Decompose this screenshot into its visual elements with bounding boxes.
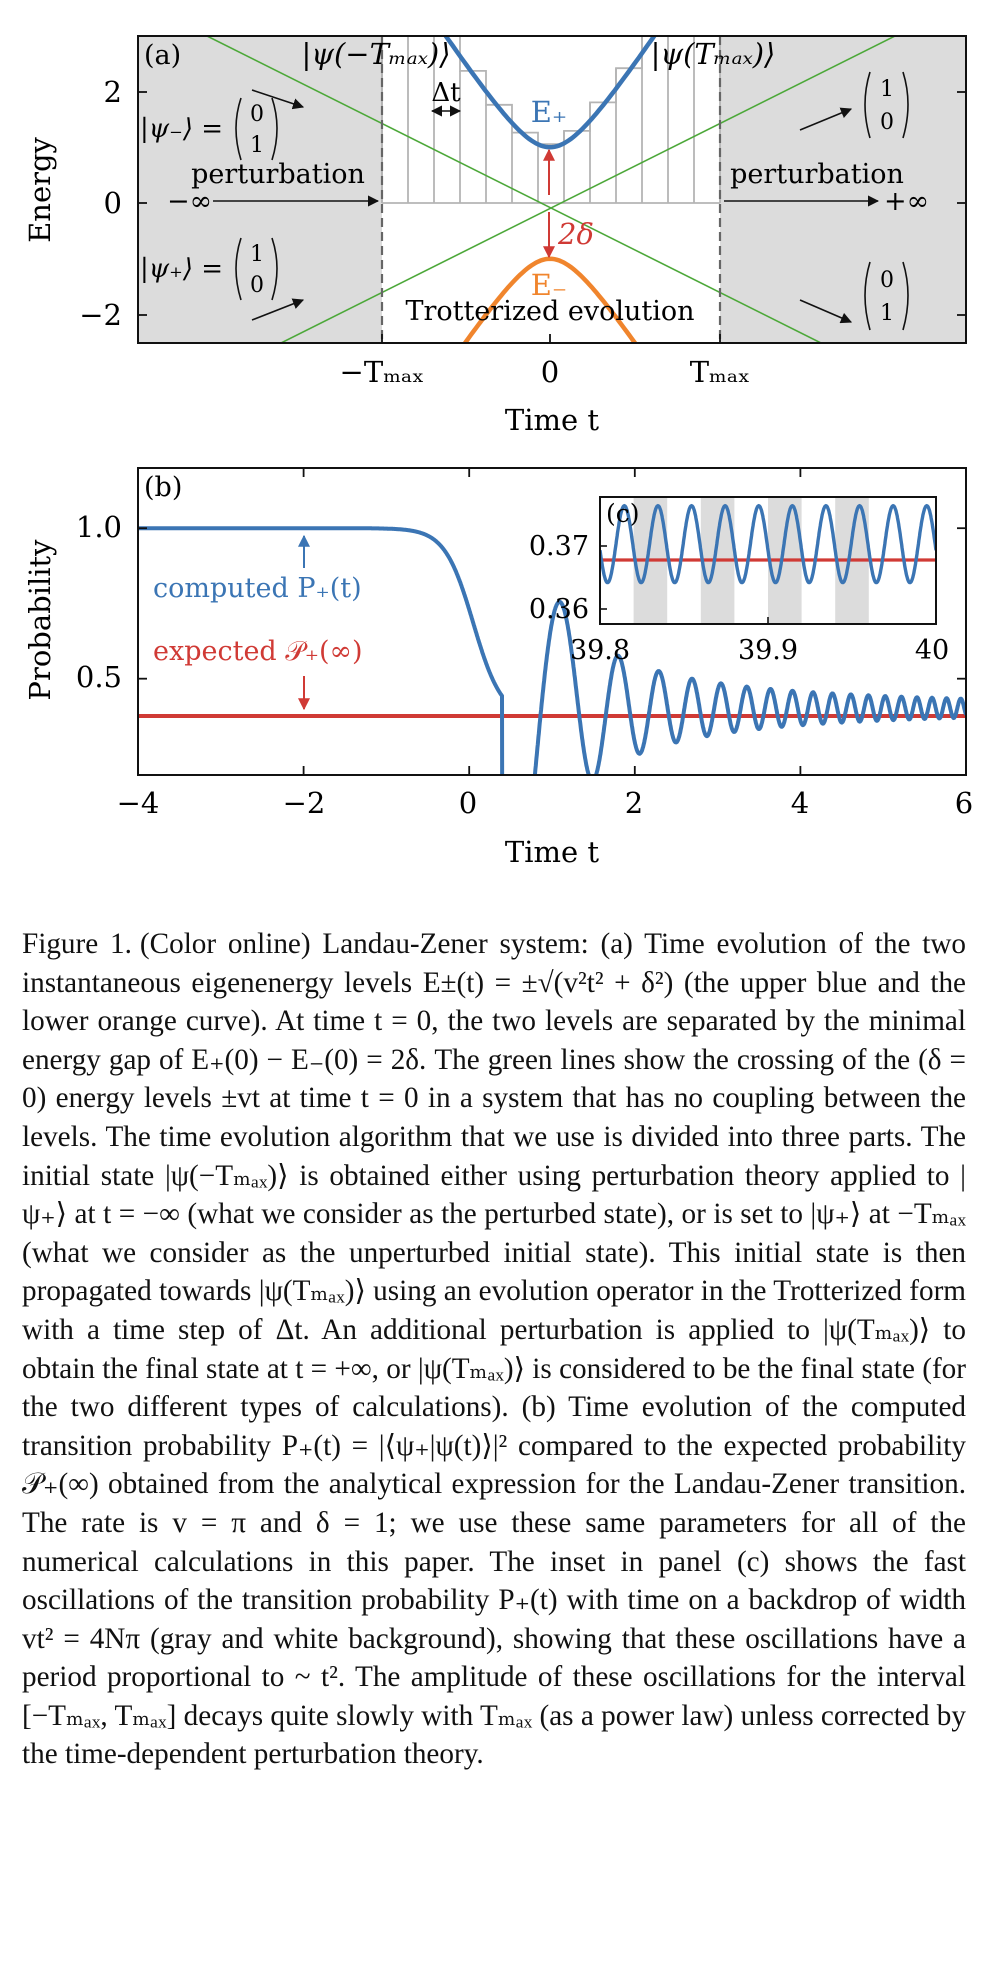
panel-a-frame xyxy=(137,35,967,344)
perturbation-right-label: perturbation xyxy=(730,159,904,190)
panel-c-label: (c) xyxy=(606,499,640,528)
dt-label: Δt xyxy=(431,78,461,108)
inset-computed-curve xyxy=(600,503,936,585)
svg-text:0: 0 xyxy=(880,268,894,293)
figure-caption: Figure 1. (Color online) Landau-Zener sys… xyxy=(22,925,966,1774)
a-xtick-0: 0 xyxy=(541,355,559,389)
crossing-line-up xyxy=(279,36,897,343)
psi-minus-arrow xyxy=(251,89,305,110)
panel-b: 1.0 0.5 −4 −2 0 2 4 6 Time t Probability… xyxy=(23,467,973,869)
svg-text:0: 0 xyxy=(250,273,264,298)
c-xtick-39.8: 39.8 xyxy=(570,635,630,666)
figure-1: 2 0 −2 −Tₘₐₓ 0 Tₘₐₓ Time t Energy (a) |ψ… xyxy=(23,35,973,869)
b-xtick-neg4: −4 xyxy=(117,786,160,820)
state-minus-Tmax-label: |ψ(−Tₘₐₓ)⟩ xyxy=(301,37,450,71)
b-ylabel: Probability xyxy=(23,539,57,701)
psi-plus-vector: 1 0 xyxy=(235,237,278,301)
svg-text:1: 1 xyxy=(880,77,894,102)
a-ytick-0: 0 xyxy=(104,186,122,220)
b-xtick-2: 2 xyxy=(625,786,643,820)
E-minus-curve xyxy=(462,256,638,343)
c-ytick-0.37: 0.37 xyxy=(529,531,589,562)
gap-label: 2δ xyxy=(557,217,594,251)
b-xtick-0: 0 xyxy=(459,786,477,820)
svg-text:1: 1 xyxy=(250,242,264,267)
c-ytick-0.36: 0.36 xyxy=(529,594,589,625)
psi-minus-vector: 0 1 xyxy=(235,97,278,161)
panel-b-label: (b) xyxy=(144,472,182,503)
a-ytick-neg2: −2 xyxy=(79,298,122,332)
b-ytick-1.0: 1.0 xyxy=(76,510,122,544)
a-ytick-2: 2 xyxy=(104,75,122,109)
panel-b-ticks xyxy=(137,468,967,775)
b-xtick-6: 6 xyxy=(955,786,973,820)
svg-text:0: 0 xyxy=(880,110,894,135)
a-xtick-Tmax: Tₘₐₓ xyxy=(690,355,751,389)
E-plus-label: E₊ xyxy=(531,95,567,129)
b-xtick-4: 4 xyxy=(791,786,809,820)
minus-infinity-label: −∞ xyxy=(167,186,212,217)
plus-infinity-label: +∞ xyxy=(884,186,929,217)
trotter-staircase xyxy=(381,36,721,203)
right-gray-region xyxy=(720,36,966,343)
trotter-label: Trotterized evolution xyxy=(405,296,694,327)
a-ylabel: Energy xyxy=(23,136,57,242)
right-top-arrow xyxy=(799,107,853,131)
computed-probability-curve xyxy=(138,526,966,775)
psi-plus-arrow xyxy=(251,298,305,321)
psi-plus-label: |ψ₊⟩ = xyxy=(140,254,223,284)
b-ytick-0.5: 0.5 xyxy=(76,660,122,694)
inset-ticks xyxy=(599,545,937,624)
a-xtick-minus-Tmax: −Tₘₐₓ xyxy=(340,355,425,389)
svg-text:1: 1 xyxy=(250,133,264,158)
svg-text:0: 0 xyxy=(250,102,264,127)
svg-text:1: 1 xyxy=(880,301,894,326)
panel-a: 2 0 −2 −Tₘₐₓ 0 Tₘₐₓ Time t Energy (a) |ψ… xyxy=(23,35,967,437)
left-gray-region xyxy=(138,36,382,343)
computed-label: computed P₊(t) xyxy=(153,573,362,604)
panel-c-inset: (c) 0.37 0.36 39.8 39.9 40 xyxy=(529,496,949,666)
c-xtick-40: 40 xyxy=(915,635,949,666)
a-xlabel: Time t xyxy=(505,403,599,437)
right-bottom-vector: 0 1 xyxy=(864,261,909,331)
panel-a-label: (a) xyxy=(144,40,181,71)
psi-minus-label: |ψ₋⟩ = xyxy=(140,114,223,144)
b-xtick-neg2: −2 xyxy=(283,786,326,820)
c-xtick-39.9: 39.9 xyxy=(738,635,798,666)
right-bottom-arrow xyxy=(799,299,853,324)
panel-b-frame xyxy=(137,467,967,776)
expected-label: expected 𝒫₊(∞) xyxy=(153,636,363,667)
caption-text: (Color online) Landau-Zener system: (a) … xyxy=(22,928,966,1771)
E-minus-label: E₋ xyxy=(531,268,567,302)
right-top-vector: 1 0 xyxy=(864,71,909,139)
caption-label: Figure 1. xyxy=(22,928,132,960)
perturbation-left-label: perturbation xyxy=(191,159,365,190)
state-plus-Tmax-label: |ψ(Tₘₐₓ)⟩ xyxy=(651,37,776,71)
E-plus-curve xyxy=(443,36,657,150)
b-xlabel: Time t xyxy=(505,835,599,869)
panel-a-ticks xyxy=(138,91,966,343)
